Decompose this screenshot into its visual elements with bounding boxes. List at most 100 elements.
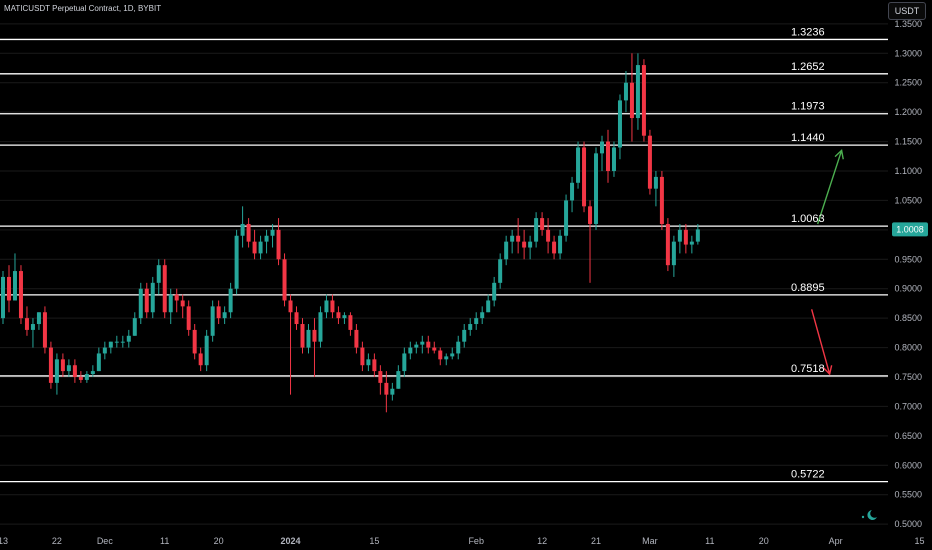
candle-body: [240, 223, 245, 236]
price-tick-label: 0.6500: [894, 431, 922, 441]
up-arrow-shaft[interactable]: [816, 150, 843, 225]
candlestick-series: [1, 53, 700, 413]
candle-body: [318, 312, 323, 342]
price-tick-label: 0.5500: [894, 490, 922, 500]
candle-body: [504, 241, 509, 260]
up-arrow-head[interactable]: [834, 149, 844, 160]
candle-body: [378, 371, 383, 383]
candle-body: [594, 153, 599, 224]
candle-body: [216, 306, 221, 319]
time-axis[interactable]: 13 22 Dec 11 20 2024 15 Feb 12 21 Mar 11 20 Apr 15: [0, 536, 924, 546]
candle-body: [510, 235, 515, 242]
candle-body: [108, 341, 113, 348]
down-arrow-shaft[interactable]: [810, 309, 831, 375]
candle-body: [78, 376, 83, 380]
candle-body: [294, 312, 299, 325]
candle-body: [677, 229, 682, 242]
candle-body: [330, 300, 335, 313]
candle-body: [390, 388, 395, 395]
price-tick-label: 0.6000: [894, 460, 922, 470]
price-tick-label: 1.0500: [894, 195, 922, 205]
currency-button[interactable]: USDT: [888, 2, 926, 20]
candle-body: [324, 300, 329, 313]
candle-body: [42, 312, 47, 348]
candle-body: [629, 82, 634, 119]
time-tick-label: 12: [537, 536, 547, 546]
candle-body: [174, 294, 179, 301]
candle-body: [426, 341, 431, 348]
candle-body: [372, 359, 377, 372]
candle-body: [354, 329, 359, 348]
level-label: 0.7518: [791, 363, 825, 375]
candle-body: [683, 229, 688, 245]
candle-body: [600, 141, 604, 154]
candle-body: [588, 206, 593, 224]
candle-body: [623, 82, 628, 101]
level-label: 1.1973: [791, 101, 825, 113]
candle-body: [138, 288, 143, 319]
candle-body: [54, 359, 59, 383]
down-arrow-head[interactable]: [822, 365, 833, 376]
candle-body: [516, 235, 521, 242]
time-tick-label: 15: [914, 536, 924, 546]
candle-body: [366, 359, 371, 366]
candle-body: [689, 241, 694, 245]
price-tick-label: 1.2500: [894, 78, 922, 88]
candle-body: [30, 324, 35, 330]
candle-body: [312, 329, 317, 342]
candle-body: [96, 353, 101, 372]
candle-body: [576, 147, 581, 183]
level-label: 0.8895: [791, 282, 825, 294]
candle-body: [558, 235, 563, 254]
price-tick-label: 0.5000: [894, 519, 922, 529]
candle-body: [1, 276, 5, 319]
level-label: 1.1440: [791, 132, 825, 144]
candle-body: [456, 341, 461, 354]
candle-body: [641, 65, 646, 136]
candle-body: [156, 265, 161, 283]
candle-body: [534, 218, 539, 242]
candle-body: [462, 329, 467, 342]
candle-body: [617, 100, 622, 148]
candle-body: [468, 324, 473, 330]
time-tick-label: 13: [0, 536, 8, 546]
candle-body: [168, 294, 173, 313]
price-tick-label: 1.3500: [894, 19, 922, 29]
candle-body: [653, 176, 658, 189]
price-tick-label: 1.3000: [894, 48, 922, 58]
time-tick-label: 2024: [281, 536, 301, 546]
level-label: 1.3236: [791, 26, 825, 38]
candle-body: [306, 329, 311, 348]
candle-body: [150, 282, 155, 313]
candle-body: [72, 365, 77, 377]
candle-body: [198, 353, 203, 366]
time-tick-label: 15: [369, 536, 379, 546]
candle-body: [474, 318, 479, 325]
trend-arrows[interactable]: [810, 149, 844, 376]
candle-body: [348, 315, 353, 330]
level-label: 1.2652: [791, 61, 825, 73]
candle-body: [444, 356, 449, 360]
candle-body: [635, 65, 640, 119]
time-tick-label: 11: [705, 536, 714, 546]
time-tick-label: 21: [591, 536, 601, 546]
candle-body: [288, 300, 293, 313]
candle-body: [102, 347, 107, 354]
price-tick-label: 1.2000: [894, 107, 922, 117]
candle-body: [582, 147, 587, 207]
candle-body: [498, 259, 503, 283]
candle-body: [18, 271, 23, 319]
time-tick-label: Apr: [829, 536, 843, 546]
candle-body: [671, 241, 676, 266]
candle-body: [414, 344, 419, 348]
time-tick-label: Feb: [468, 536, 484, 546]
level-labels: 1.3236 1.2652 1.1973 1.1440 1.0063 0.8895 0.75…: [791, 26, 825, 480]
candle-body: [144, 288, 149, 313]
price-tick-label: 0.9500: [894, 254, 922, 264]
candle-body: [270, 229, 275, 236]
candle-body: [84, 374, 89, 380]
moon-icon[interactable]: [860, 508, 878, 522]
candle-body: [300, 324, 305, 348]
candle-body: [90, 371, 95, 375]
